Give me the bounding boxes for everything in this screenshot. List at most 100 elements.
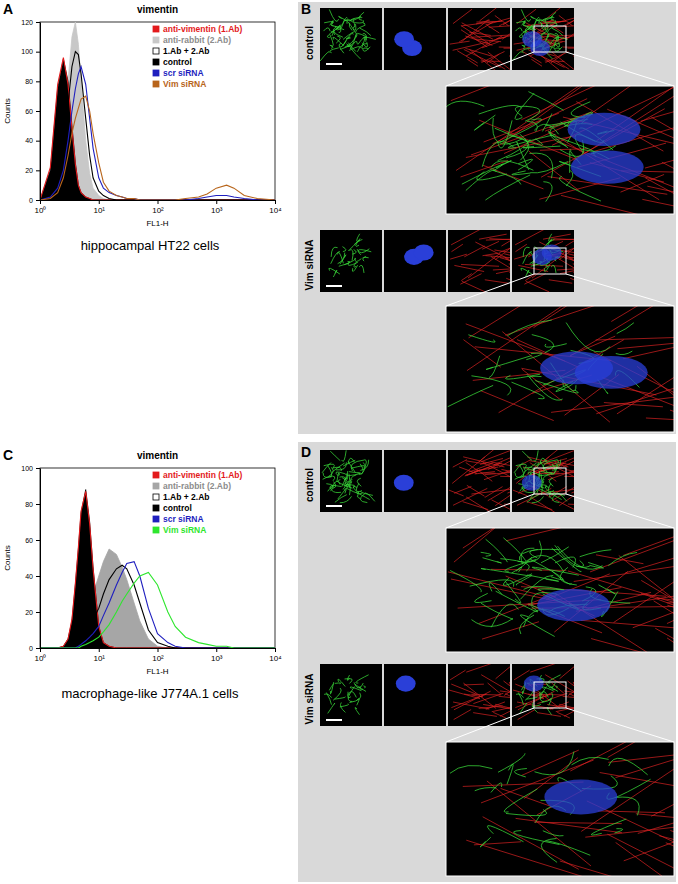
actin-fiber xyxy=(563,696,574,699)
actin-fiber xyxy=(466,324,565,361)
zoom-frame xyxy=(446,528,674,652)
y-tick-mark xyxy=(36,111,40,112)
zoom-selection xyxy=(534,26,566,52)
legend-marker xyxy=(153,26,159,32)
vimentin-filament xyxy=(529,153,552,178)
micrograph-background xyxy=(320,8,382,70)
vimentin-filament xyxy=(588,562,603,568)
actin-fiber xyxy=(460,274,481,285)
y-tick: 60 xyxy=(25,537,40,544)
actin-fiber xyxy=(482,241,499,249)
micrograph-content xyxy=(448,306,674,432)
actin-fiber xyxy=(451,86,524,101)
vimentin-filament xyxy=(489,583,502,594)
vimentin-filament xyxy=(555,686,557,688)
vimentin-filament xyxy=(326,484,333,491)
actin-fiber xyxy=(480,8,498,21)
micrograph-background xyxy=(446,86,674,214)
legend-marker xyxy=(153,472,159,478)
zoom-connector xyxy=(566,708,674,742)
actin-fiber xyxy=(495,704,510,710)
histogram-line xyxy=(40,572,275,648)
actin-fiber xyxy=(574,563,674,582)
x-tick: 10⁴ xyxy=(269,648,282,663)
vimentin-filament xyxy=(550,37,558,44)
plot-area xyxy=(40,22,275,200)
actin-fiber xyxy=(560,269,574,274)
vimentin-filament xyxy=(353,16,361,20)
vimentin-filament xyxy=(519,615,534,634)
vimentin-filament xyxy=(541,693,552,703)
vimentin-filament xyxy=(335,682,341,684)
vimentin-filament xyxy=(475,788,497,791)
x-axis: 10⁰10¹10²10³10⁴ xyxy=(35,648,283,663)
legend-label: anti-vimentin (1.Ab) xyxy=(163,24,243,34)
y-axis: 020406080100120 xyxy=(21,19,40,204)
zoom-connector xyxy=(566,52,674,86)
vimentin-filament xyxy=(462,164,503,184)
micrograph-background xyxy=(448,8,510,70)
vimentin-filament xyxy=(330,682,333,694)
vimentin-filament xyxy=(525,463,537,472)
vimentin-filament xyxy=(549,234,552,242)
micrograph-background xyxy=(384,664,446,726)
actin-fiber xyxy=(573,259,574,273)
vimentin-filament xyxy=(491,604,518,627)
micrograph-panel: DcontrolVim siRNA xyxy=(298,438,678,884)
vimentin-filament xyxy=(332,481,340,486)
histogram-line xyxy=(40,96,275,200)
actin-fiber xyxy=(524,274,545,285)
x-tick-mark xyxy=(40,648,41,652)
actin-fiber xyxy=(509,264,510,267)
micrograph-panel: BcontrolVim siRNA xyxy=(298,1,678,454)
panel-label: B xyxy=(301,1,311,17)
actin-fiber xyxy=(473,713,497,717)
actin-fiber xyxy=(642,199,674,214)
micrograph-content xyxy=(320,9,376,61)
actin-fiber xyxy=(466,664,496,672)
actin-fiber xyxy=(457,51,477,63)
vimentin-filament xyxy=(333,688,341,700)
actin-fiber xyxy=(522,750,579,775)
row-label: control xyxy=(304,468,315,502)
y-tick-label: 60 xyxy=(25,537,33,544)
vimentin-filament xyxy=(345,35,357,47)
legend-marker xyxy=(153,494,159,500)
vimentin-filament xyxy=(498,753,525,772)
y-tick-label: 80 xyxy=(25,501,33,508)
actin-fiber xyxy=(464,246,484,257)
legend-label: anti-vimentin (1.Ab) xyxy=(163,470,243,480)
micrograph-content xyxy=(513,664,574,720)
vimentin-filament xyxy=(359,265,364,273)
vimentin-filament xyxy=(591,819,626,835)
vimentin-filament xyxy=(341,17,347,28)
x-axis-title: FL1-H xyxy=(146,219,168,228)
vimentin-filament xyxy=(477,172,507,180)
actin-fiber xyxy=(467,485,485,496)
vimentin-filament xyxy=(338,679,345,686)
vimentin-filament xyxy=(342,33,353,46)
legend-label: Vim siRNA xyxy=(163,79,206,89)
actin-fiber xyxy=(454,710,472,720)
legend: anti-vimentin (1.Ab)anti-rabbit (2.Ab)1.… xyxy=(153,470,243,535)
vimentin-filament xyxy=(547,707,552,714)
actin-fiber xyxy=(651,117,674,158)
micrograph-content xyxy=(512,8,574,70)
vimentin-filament xyxy=(493,170,521,184)
nucleus xyxy=(542,244,562,260)
actin-fiber xyxy=(517,9,536,23)
actin-fiber xyxy=(463,340,500,368)
actin-fiber xyxy=(503,48,510,49)
actin-fiber xyxy=(555,61,569,70)
vimentin-filament xyxy=(360,460,368,471)
micrograph-background xyxy=(384,450,446,512)
actin-fiber xyxy=(475,472,495,474)
x-tick-label: 10⁰ xyxy=(35,654,47,663)
x-tick-label: 10⁴ xyxy=(269,654,282,663)
legend-label: Vim siRNA xyxy=(163,525,206,535)
actin-fiber xyxy=(482,622,539,639)
micrograph-tile xyxy=(445,51,678,234)
chart-subtitle: hippocampal HT22 cells xyxy=(81,238,220,253)
actin-fiber xyxy=(551,394,674,413)
y-tick-mark xyxy=(36,504,40,505)
